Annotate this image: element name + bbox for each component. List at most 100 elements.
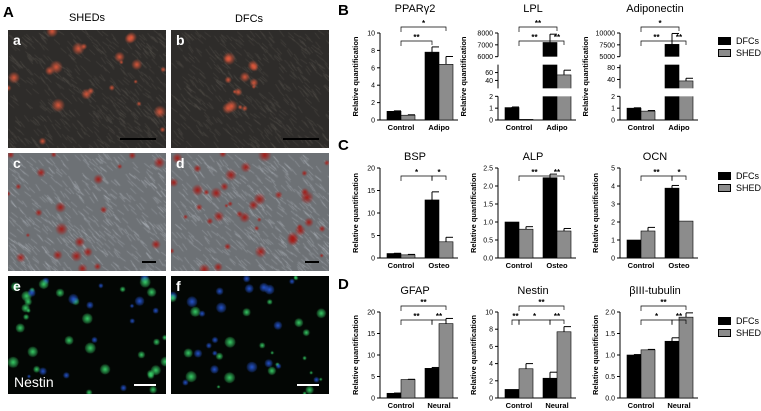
micrograph-texture [8, 30, 166, 148]
significance-label: ** [653, 168, 660, 177]
significance-label: ** [531, 33, 538, 42]
significance-label: ** [554, 33, 561, 42]
y-tick-label: 5 [371, 233, 375, 240]
y-axis-label: Relative quantification [469, 173, 478, 253]
column-title-sheds: SHEDs [68, 12, 106, 24]
y-tick-label: 40 [607, 77, 615, 84]
y-tick-label: 1.5 [605, 331, 615, 338]
significance-label: * [658, 19, 662, 28]
y-tick-label: 3 [611, 202, 615, 209]
panel-label-a: A [3, 4, 14, 21]
y-tick-label: 6 [489, 344, 493, 351]
x-tick-label: Adipo [668, 123, 690, 132]
significance-label: ** [420, 298, 427, 307]
micrograph-texture [171, 276, 329, 394]
y-tick-label: 2.0 [605, 310, 615, 317]
legend-item-sheds: SHEDs [718, 327, 761, 339]
bar-dfcs-adipo [424, 51, 440, 121]
y-tick-label: 0.5 [483, 238, 493, 245]
scale-bar [134, 384, 156, 386]
significance-label: ** [436, 312, 443, 321]
y-tick-label: 80 [607, 65, 615, 72]
legend-label: DFCs [736, 316, 759, 326]
y-tick-label: 0.0 [483, 256, 493, 263]
legend-swatch [718, 172, 731, 180]
chart-title: GFAP [400, 285, 429, 297]
bar-dfcs-adipo [664, 44, 680, 121]
significance-bracket [431, 319, 447, 325]
y-tick-label: 2 [371, 100, 375, 107]
y-tick-label: 15 [367, 188, 375, 195]
significance-label: ** [554, 168, 561, 177]
y-tick-label: 8000 [477, 31, 493, 38]
legend-item-dfcs: DFCs [718, 315, 761, 327]
y-tick-label: 8 [371, 48, 375, 55]
y-tick-label: 0 [611, 256, 615, 263]
scale-bar [142, 261, 156, 263]
panel-label-b: B [338, 2, 349, 19]
y-tick-label: 10 [485, 310, 493, 317]
bar-dfcs-adipo [542, 42, 558, 121]
micrograph-c: c [8, 153, 166, 271]
legend-d: DFCs SHEDs [718, 315, 761, 339]
sub-label: d [176, 155, 185, 171]
micrograph-f: f [171, 276, 329, 394]
legend-swatch [718, 317, 731, 325]
y-tick-label: 0 [489, 118, 493, 125]
x-tick-label: Adipo [428, 123, 450, 132]
bar-dfcs-control [386, 392, 402, 399]
chart-title: ALP [523, 151, 544, 163]
y-tick-label: 10 [367, 353, 375, 360]
x-tick-label: Osteo [668, 261, 690, 270]
bar-sheds-control [518, 119, 534, 121]
x-tick-label: Control [628, 401, 655, 410]
significance-bracket [400, 26, 447, 32]
y-tick-label: 4 [489, 361, 493, 368]
bar-dfcs-control [504, 389, 520, 399]
sub-label: a [13, 32, 21, 48]
y-tick-label: 6000 [477, 54, 493, 61]
axis-break [499, 56, 577, 65]
significance-bracket [431, 175, 447, 181]
x-tick-label: Neural [667, 401, 690, 410]
significance-label: * [655, 312, 659, 321]
significance-bracket [518, 305, 565, 311]
chart-title: PPARγ2 [395, 3, 436, 15]
significance-bracket [400, 40, 433, 46]
y-tick-label: 2 [489, 378, 493, 385]
y-tick-label: 5 [371, 374, 375, 381]
bar-dfcs-control [386, 111, 402, 121]
significance-bracket [640, 305, 687, 311]
scale-bar [120, 138, 156, 140]
bar-sheds-control [640, 349, 656, 399]
significance-label: ** [531, 168, 538, 177]
y-tick-label: 2.0 [483, 184, 493, 191]
y-axis-label: Relative quantification [581, 36, 590, 116]
micrograph-e: e Nestin [8, 276, 166, 394]
y-tick-label: 20 [367, 310, 375, 317]
significance-bracket [549, 319, 565, 325]
axis-break [621, 88, 699, 97]
legend-item-dfcs: DFCs [718, 170, 761, 182]
bar-sheds-control [400, 379, 416, 399]
legend-label: SHEDs [736, 183, 761, 193]
y-tick-label: 1.5 [483, 202, 493, 209]
y-tick-label: 10 [367, 211, 375, 218]
significance-label: ** [535, 19, 542, 28]
bar-dfcs-osteo [664, 187, 680, 259]
sub-label: b [176, 32, 185, 48]
bar-dfcs-control [504, 221, 520, 259]
bar-dfcs-control [626, 107, 642, 121]
bar-dfcs-osteo [424, 199, 440, 259]
y-tick-label: 10 [367, 31, 375, 38]
legend-label: DFCs [736, 36, 759, 46]
bar-charts: 0 2 4 6 8 10 PPARγ2 Relative quantification Cont… [351, 3, 699, 410]
micrograph-b: b [171, 30, 329, 148]
y-tick-label: 6 [371, 65, 375, 72]
y-tick-label: 0.0 [605, 396, 615, 403]
x-tick-label: Control [388, 261, 415, 270]
bar-sheds-neural [678, 316, 694, 399]
x-tick-label: Control [506, 123, 533, 132]
micrograph-texture [8, 153, 166, 271]
bar-dfcs-control [386, 253, 402, 259]
